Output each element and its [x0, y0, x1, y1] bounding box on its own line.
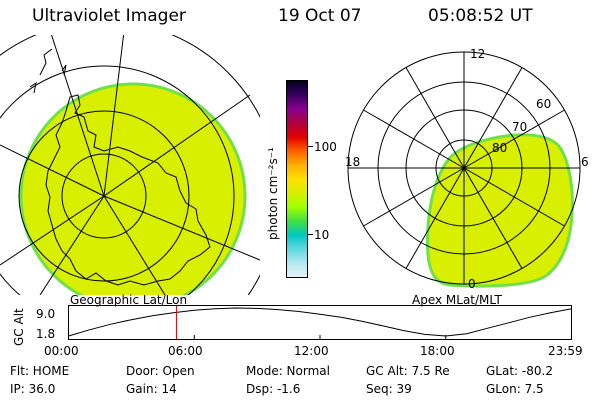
time-axis-label-3: 18:00: [420, 344, 455, 358]
altitude-top-label: 9.0: [36, 307, 56, 321]
date-label: 19 Oct 07: [278, 6, 362, 26]
left-panel-caption: Geographic Lat/Lon: [70, 293, 188, 307]
status-flight: Flt: HOME: [10, 364, 70, 378]
status-dsp: Dsp: -1.6: [246, 382, 301, 396]
mlt-label-18: 18: [345, 155, 361, 169]
instrument-title: Ultraviolet Imager: [32, 6, 186, 26]
time-axis-label-1: 06:00: [168, 344, 203, 358]
colorbar-unit-label: photon cm⁻²s⁻¹: [266, 147, 280, 240]
altitude-plot-frame: [68, 305, 572, 340]
colorbar-tick-100: [307, 146, 313, 147]
status-gc-alt: GC Alt: 7.5 Re: [366, 364, 450, 378]
status-door: Door: Open: [126, 364, 195, 378]
coastline: [29, 48, 211, 286]
colorbar-tick-100-label: 100: [314, 140, 337, 154]
altitude-axis-label: GC Alt: [12, 308, 26, 346]
mlt-label-0: 0: [468, 277, 476, 291]
colorbar-gradient: [287, 81, 307, 277]
colorbar-tick-10: [307, 234, 313, 235]
mlat-label-80: 80: [492, 141, 508, 155]
right-panel-caption: Apex MLat/MLT: [412, 293, 502, 307]
status-ip: IP: 36.0: [10, 382, 56, 396]
time-axis-label-2: 12:00: [294, 344, 329, 358]
geographic-polar-map: [0, 35, 260, 295]
mlat-label-70: 70: [512, 120, 528, 134]
mlt-label-12: 12: [470, 47, 486, 61]
mlat-label-60: 60: [536, 97, 552, 111]
lat-lon-grid: [0, 35, 260, 295]
altitude-curve: [68, 307, 572, 337]
apex-magnetic-polar-plot: [347, 51, 581, 288]
altitude-bottom-label: 1.8: [36, 327, 56, 341]
mlt-label-6: 6: [581, 155, 589, 169]
status-glat: GLat: -80.2: [486, 364, 553, 378]
colorbar: [286, 80, 308, 278]
status-gain: Gain: 14: [126, 382, 177, 396]
altitude-timeline-plot: [68, 305, 572, 340]
time-label: 05:08:52 UT: [428, 6, 533, 26]
status-seq: Seq: 39: [366, 382, 412, 396]
time-axis-label-0: 00:00: [44, 344, 79, 358]
colorbar-tick-10-label: 10: [314, 228, 330, 242]
status-glon: GLon: 7.5: [486, 382, 544, 396]
time-axis-label-4: 23:59: [548, 344, 583, 358]
mlat-mlt-grid: [347, 51, 581, 285]
auroral-oval-fill: [426, 133, 574, 288]
altitude-ticks: [68, 335, 572, 340]
status-mode: Mode: Normal: [246, 364, 330, 378]
